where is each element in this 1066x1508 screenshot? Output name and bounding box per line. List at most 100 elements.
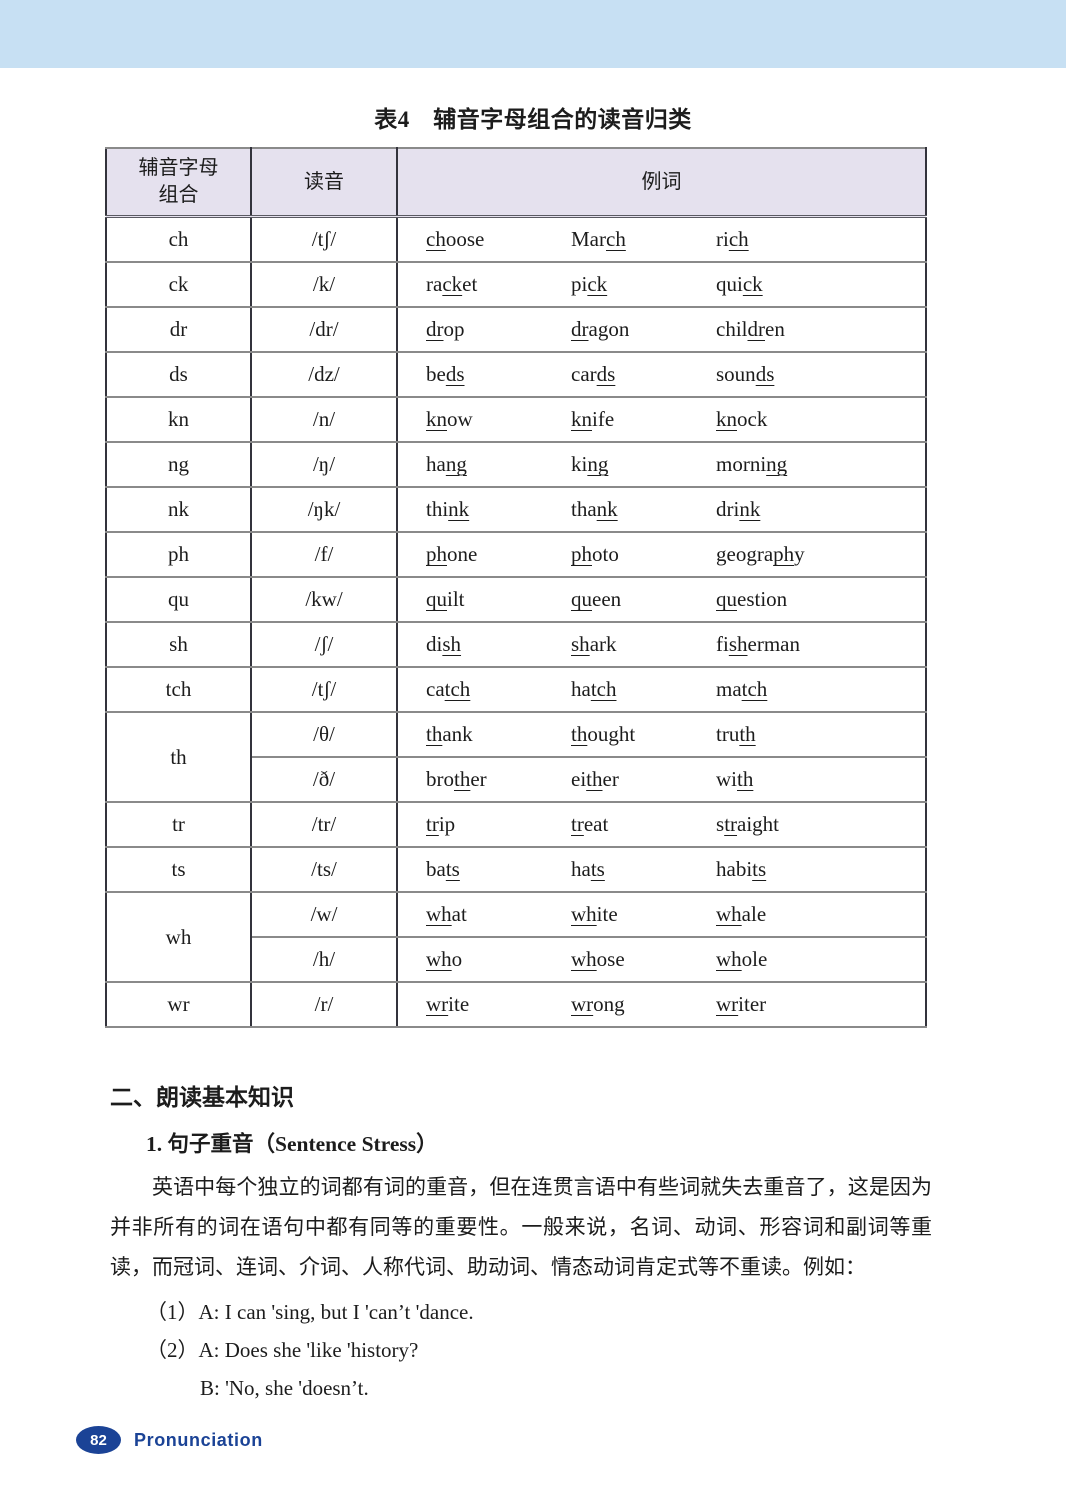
example-words-cell: hang king morning	[396, 441, 927, 488]
example-word: king	[571, 452, 609, 476]
table-row: wr/r/write wrong writer	[105, 981, 927, 1028]
example-word: white	[571, 902, 618, 926]
example-word: choose	[426, 227, 485, 251]
table-row: ph/f/phone photo geography	[105, 531, 927, 578]
example-words-cell: think thank drink	[396, 486, 927, 533]
example-word: match	[716, 677, 768, 701]
example-word: hang	[426, 452, 467, 476]
example-word: thought	[571, 722, 636, 746]
example-words-cell: who whose whole	[396, 936, 927, 983]
table-row: wh/w/what white whale	[105, 891, 927, 983]
combo-cell: tr	[105, 801, 252, 848]
ipa-cell: /ð/	[250, 756, 398, 803]
page-top-banner	[0, 0, 1066, 68]
table-body: ch/tʃ/choose March rich ck/k/racket pick quic…	[105, 215, 927, 1028]
ipa-cell: /tʃ/	[250, 215, 398, 263]
combo-cell: sh	[105, 621, 252, 668]
ipa-cell: /r/	[250, 981, 398, 1028]
example-word: cards	[571, 362, 616, 386]
ipa-cell: /tr/	[250, 801, 398, 848]
example-words-cell: quilt queen question	[396, 576, 927, 623]
table-row: tr/tr/trip treat straight	[105, 801, 927, 848]
combo-cell: ch	[105, 215, 252, 263]
example-words-cell: catch hatch match	[396, 666, 927, 713]
example-word: dish	[426, 632, 462, 656]
pronunciation-table: 辅音字母 组合 读音 例词 ch/tʃ/choose March rich ck/k/…	[105, 147, 927, 1028]
example-word: thank	[571, 497, 618, 521]
ipa-cell: /f/	[250, 531, 398, 578]
example-word: morning	[716, 452, 788, 476]
table-header-words: 例词	[396, 147, 927, 218]
table-row: ng/ŋ/hang king morning	[105, 441, 927, 488]
table-row: /h/who whose whole	[106, 936, 927, 983]
page-number-badge: 82	[76, 1426, 121, 1454]
example-word: thank	[426, 722, 473, 746]
example-word: straight	[716, 812, 780, 836]
table-header-row: 辅音字母 组合 读音 例词	[105, 147, 927, 218]
table-row: ch/tʃ/choose March rich	[105, 215, 927, 263]
example-word: writer	[716, 992, 767, 1016]
table-row: qu/kw/quilt queen question	[105, 576, 927, 623]
example-word: drop	[426, 317, 465, 341]
example-word: knock	[716, 407, 768, 431]
example-words-cell: phone photo geography	[396, 531, 927, 578]
page-footer: 82 Pronunciation	[76, 1426, 263, 1454]
example-words-cell: racket pick quick	[396, 261, 927, 308]
example-word: question	[716, 587, 788, 611]
combo-cell: wr	[105, 981, 252, 1028]
ipa-cell: /θ/	[250, 711, 398, 758]
example-sentence-2b: B: 'No, she 'doesn’t.	[200, 1376, 369, 1400]
example-word: hatch	[571, 677, 617, 701]
ipa-cell: /n/	[250, 396, 398, 443]
example-word: photo	[571, 542, 619, 566]
combo-cell: th	[105, 711, 252, 803]
example-word: racket	[426, 272, 478, 296]
ipa-cell: /ʃ/	[250, 621, 398, 668]
example-word: habits	[716, 857, 767, 881]
example-words-cell: brother either with	[396, 756, 927, 803]
table-row: /ð/brother either with	[106, 756, 927, 803]
example-words-cell: bats hats habits	[396, 846, 927, 893]
section-heading: 二、朗读基本知识	[110, 1085, 294, 1110]
table-row: ts/ts/bats hats habits	[105, 846, 927, 893]
combo-cell: dr	[105, 306, 252, 353]
example-word: with	[716, 767, 754, 791]
example-word: wrong	[571, 992, 625, 1016]
footer-section-label: Pronunciation	[134, 1429, 263, 1450]
combo-cell: ds	[105, 351, 252, 398]
ipa-cell: /ŋ/	[250, 441, 398, 488]
combo-cell: ck	[105, 261, 252, 308]
example-word: whale	[716, 902, 767, 926]
example-word: pick	[571, 272, 608, 296]
combo-cell: tch	[105, 666, 252, 713]
example-word: what	[426, 902, 467, 926]
table-row: th/θ/thank thought truth	[105, 711, 927, 803]
ipa-cell: /k/	[250, 261, 398, 308]
example-word: knife	[571, 407, 615, 431]
combo-cell: ng	[105, 441, 252, 488]
table-row: sh/ʃ/dish shark fisherman	[105, 621, 927, 668]
example-words-cell: what white whale	[396, 891, 927, 938]
example-word: think	[426, 497, 470, 521]
example-word: phone	[426, 542, 478, 566]
ipa-cell: /dz/	[250, 351, 398, 398]
ipa-cell: /h/	[250, 936, 398, 983]
example-word: beds	[426, 362, 465, 386]
ipa-cell: /ts/	[250, 846, 398, 893]
example-words-cell: beds cards sounds	[396, 351, 927, 398]
combo-cell: qu	[105, 576, 252, 623]
example-word: March	[571, 227, 626, 251]
example-word: fisherman	[716, 632, 800, 656]
combo-cell: ph	[105, 531, 252, 578]
example-word: bats	[426, 857, 460, 881]
table-header-combo: 辅音字母 组合	[105, 147, 252, 218]
example-word: trip	[426, 812, 456, 836]
example-word: shark	[571, 632, 617, 656]
example-word: brother	[426, 767, 487, 791]
example-word: rich	[716, 227, 749, 251]
example-word: write	[426, 992, 470, 1016]
example-word: whose	[571, 947, 625, 971]
table-row: ck/k/racket pick quick	[105, 261, 927, 308]
ipa-cell: /ŋk/	[250, 486, 398, 533]
